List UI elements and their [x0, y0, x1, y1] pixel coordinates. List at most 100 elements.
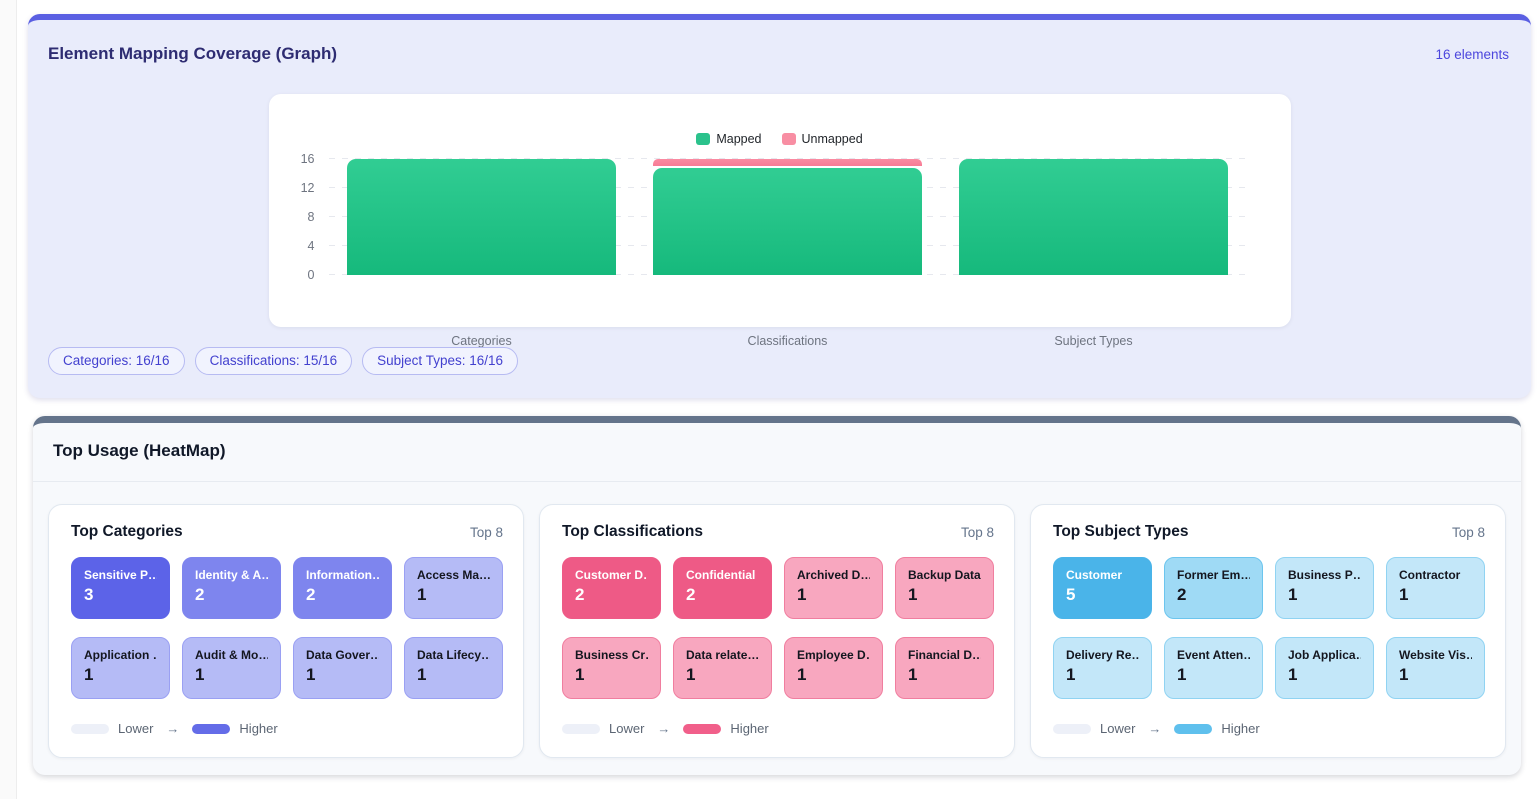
heat-legend: Lower → Higher — [71, 721, 503, 736]
heatmap-panel: Top Usage (HeatMap) Top Categories Top 8… — [33, 416, 1521, 775]
heat-tile[interactable]: Employee D… 1 — [784, 637, 883, 699]
heat-tile-value: 1 — [797, 585, 807, 604]
heat-tile[interactable]: Backup Data 1 — [895, 557, 994, 619]
heat-tile-value: 3 — [84, 585, 94, 604]
heat-tile-label: Audit & Mo… — [195, 648, 268, 662]
heat-tile-label: Identity & A… — [195, 568, 268, 582]
heatmap-card-title: Top Classifications — [562, 523, 703, 540]
legend-lower-swatch — [1053, 723, 1091, 734]
heat-tile[interactable]: Data Lifecy… 1 — [404, 637, 503, 699]
heat-tile-label: Job Applica… — [1288, 648, 1361, 662]
chart-x-axis: Categories Classifications Subject Types — [329, 334, 1247, 348]
heat-tile-label: Event Atten… — [1177, 648, 1250, 662]
heat-tile[interactable]: Customer 5 — [1053, 557, 1152, 619]
legend-arrow-icon: → — [1148, 721, 1162, 736]
heat-tile[interactable]: Identity & A… 2 — [182, 557, 281, 619]
legend-higher-label: Higher — [239, 721, 278, 736]
heat-tile-label: Data relate… — [686, 648, 759, 662]
heat-legend: Lower → Higher — [562, 721, 994, 736]
bar-mapped-segment — [346, 159, 617, 275]
heat-tile[interactable]: Information… 2 — [293, 557, 392, 619]
bar-column — [941, 159, 1247, 275]
heat-tile-grid: Sensitive P… 3 Identity & A… 2 Informati… — [71, 557, 503, 699]
heat-tile-value: 2 — [306, 585, 316, 604]
heatmap-card-title: Top Categories — [71, 523, 183, 540]
legend-arrow-icon: → — [657, 721, 671, 736]
heat-tile[interactable]: Sensitive P… 3 — [71, 557, 170, 619]
heat-tile-value: 1 — [797, 665, 807, 684]
heat-tile[interactable]: Audit & Mo… 1 — [182, 637, 281, 699]
heat-tile[interactable]: Event Atten… 1 — [1164, 637, 1263, 699]
heat-tile-label: Customer — [1066, 568, 1123, 582]
heat-tile-value: 2 — [686, 585, 696, 604]
heat-tile[interactable]: Former Em… 2 — [1164, 557, 1263, 619]
heat-tile[interactable]: Access Ma… 1 — [404, 557, 503, 619]
elements-count-badge: 16 elements — [1435, 46, 1509, 62]
heat-tile-value: 1 — [1066, 665, 1076, 684]
heatmap-card-header: Top Classifications Top 8 — [562, 523, 994, 541]
heat-tile-value: 1 — [1177, 665, 1187, 684]
legend-lower-label: Lower — [1100, 721, 1136, 736]
legend-higher-swatch — [683, 723, 722, 734]
y-axis-tick-label: 8 — [307, 210, 315, 224]
legend-item[interactable]: Unmapped — [781, 132, 863, 146]
heat-tile-value: 1 — [908, 665, 918, 684]
heat-tile[interactable]: Confidential 2 — [673, 557, 772, 619]
heatmap-card-header: Top Categories Top 8 — [71, 523, 503, 541]
x-axis-label: Categories — [451, 334, 512, 348]
heatmap-card: Top Subject Types Top 8 Customer 5 Forme… — [1030, 504, 1506, 758]
heat-tile-value: 1 — [1399, 585, 1409, 604]
heat-tile-label: Information… — [306, 568, 379, 582]
heatmap-cards: Top Categories Top 8 Sensitive P… 3 Iden… — [33, 482, 1521, 758]
legend-lower-swatch — [71, 723, 109, 734]
heat-tile-value: 1 — [195, 665, 205, 684]
chart-plot: 0 4 8 12 16 — [301, 152, 1247, 282]
heat-tile[interactable]: Application … 1 — [71, 637, 170, 699]
heat-tile-label: Data Gover… — [306, 648, 379, 662]
heat-tile-grid: Customer 5 Former Em… 2 Business P… 1 Co… — [1053, 557, 1485, 699]
legend-higher-label: Higher — [1221, 721, 1260, 736]
heatmap-card-title: Top Subject Types — [1053, 523, 1189, 540]
heat-tile-value: 1 — [575, 665, 585, 684]
heat-tile-label: Business Cr… — [575, 648, 648, 662]
heat-tile-label: Customer D… — [575, 568, 648, 582]
coverage-summary-pills: Categories: 16/16 Classifications: 15/16 S… — [48, 347, 518, 375]
chart-bars — [329, 159, 1247, 275]
heat-tile[interactable]: Data relate… 1 — [673, 637, 772, 699]
y-axis-tick-label: 16 — [300, 152, 315, 166]
heat-tile-label: Financial D… — [908, 648, 981, 662]
heat-tile-value: 1 — [84, 665, 94, 684]
heat-tile-grid: Customer D… 2 Confidential 2 Archived D…… — [562, 557, 994, 699]
legend-item[interactable]: Mapped — [696, 132, 762, 146]
heat-tile[interactable]: Contractor 1 — [1386, 557, 1485, 619]
heat-tile-label: Data Lifecy… — [417, 648, 490, 662]
legend-lower-swatch — [562, 723, 600, 734]
heat-tile[interactable]: Archived D… 1 — [784, 557, 883, 619]
heat-tile-label: Website Vis… — [1399, 648, 1472, 662]
summary-pill: Categories: 16/16 — [48, 347, 185, 375]
heat-tile[interactable]: Job Applica… 1 — [1275, 637, 1374, 699]
page-left-gutter — [0, 0, 17, 799]
heat-tile-label: Contractor — [1399, 568, 1461, 582]
heatmap-card: Top Classifications Top 8 Customer D… 2 … — [539, 504, 1015, 758]
heatmap-panel-title: Top Usage (HeatMap) — [53, 441, 226, 460]
heat-tile[interactable]: Business P… 1 — [1275, 557, 1374, 619]
legend-label: Unmapped — [801, 132, 863, 146]
heat-tile-value: 1 — [417, 665, 427, 684]
heat-tile[interactable]: Website Vis… 1 — [1386, 637, 1485, 699]
heatmap-card: Top Categories Top 8 Sensitive P… 3 Iden… — [48, 504, 524, 758]
coverage-chart-card: Mapped Unmapped 0 4 8 12 16 Categories Classif… — [268, 94, 1291, 348]
x-axis-label: Classifications — [747, 334, 828, 348]
heat-tile-label: Business P… — [1288, 568, 1361, 582]
y-axis-tick-label: 12 — [300, 181, 315, 195]
heat-tile[interactable]: Business Cr… 1 — [562, 637, 661, 699]
heat-tile[interactable]: Customer D… 2 — [562, 557, 661, 619]
heat-tile[interactable]: Delivery Re… 1 — [1053, 637, 1152, 699]
heat-tile-value: 1 — [908, 585, 918, 604]
legend-swatch — [781, 133, 796, 145]
heat-tile-value: 1 — [306, 665, 316, 684]
top-8-badge: Top 8 — [1451, 524, 1485, 540]
heat-tile[interactable]: Financial D… 1 — [895, 637, 994, 699]
top-8-badge: Top 8 — [960, 524, 994, 540]
heat-tile[interactable]: Data Gover… 1 — [293, 637, 392, 699]
